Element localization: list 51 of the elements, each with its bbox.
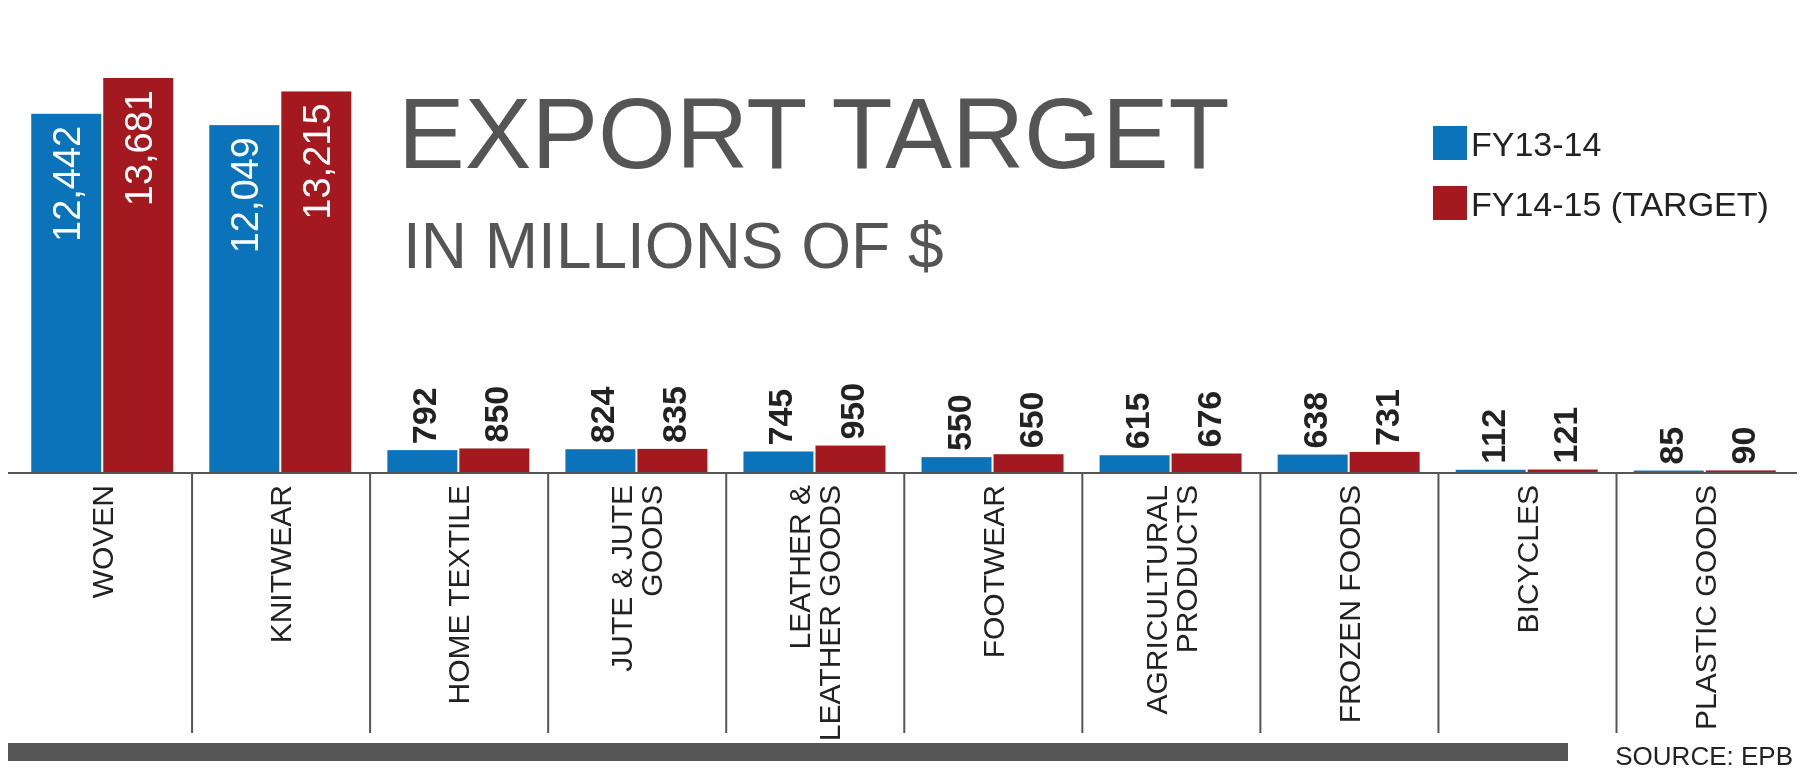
data-label: 13,215 — [296, 103, 339, 220]
bar — [387, 450, 458, 473]
x-tick-label: FOOTWEAR — [976, 485, 1010, 659]
bar — [565, 449, 636, 473]
data-label: 638 — [1295, 391, 1334, 449]
x-tick-label: HOME TEXTILE — [442, 485, 476, 705]
data-label: 792 — [405, 387, 444, 445]
data-label: 824 — [583, 386, 622, 444]
bar — [209, 125, 280, 473]
x-tick-label: JUTE & JUTE GOODS — [605, 485, 669, 672]
text: IN MILLIONS OF $ — [403, 210, 944, 282]
x-tick-label: AGRICULTURAL PRODUCTS — [1139, 485, 1203, 715]
data-label: 85 — [1651, 426, 1690, 465]
bar — [743, 451, 814, 473]
bar — [459, 448, 530, 473]
bar — [103, 78, 174, 473]
data-label: 550 — [939, 394, 978, 452]
data-label: 12,442 — [46, 125, 89, 243]
data-label: 835 — [655, 386, 694, 443]
bar — [921, 457, 992, 473]
bar — [281, 91, 352, 473]
bar — [1277, 454, 1348, 473]
data-label: 950 — [833, 382, 872, 440]
bar — [637, 448, 708, 473]
data-label: 90 — [1723, 426, 1762, 465]
x-tick-label: KNITWEAR — [264, 485, 298, 644]
chart-title: EXPORT TARGET — [398, 77, 1230, 189]
data-label: 731 — [1367, 389, 1406, 446]
data-label: 121 — [1545, 406, 1584, 464]
bar — [1349, 451, 1420, 473]
x-tick-label: WOVEN — [86, 485, 120, 599]
x-tick-label: BICYCLES — [1510, 485, 1544, 634]
data-label: 745 — [761, 388, 800, 446]
x-tick-label: LEATHER & LEATHER GOODS — [783, 485, 847, 742]
legend-label: FY14-15 (TARGET) — [1471, 185, 1769, 223]
data-label: 112 — [1473, 408, 1512, 464]
bar — [1099, 455, 1170, 473]
data-label: 850 — [477, 385, 516, 443]
bar — [993, 454, 1064, 473]
data-label: 650 — [1011, 391, 1050, 449]
x-tick-label: PLASTIC GOODS — [1688, 485, 1722, 731]
bar — [815, 445, 886, 473]
data-label: 676 — [1189, 390, 1228, 448]
legend-label: FY13-14 — [1471, 125, 1602, 163]
data-label: 12,049 — [224, 137, 267, 254]
x-tick-label: FROZEN FOODS — [1332, 485, 1366, 724]
source-note: SOURCE: EPB — [1615, 741, 1793, 771]
data-label: 615 — [1117, 392, 1156, 450]
bar — [31, 113, 102, 473]
data-label: 13,681 — [118, 90, 161, 207]
bar — [1171, 453, 1242, 473]
